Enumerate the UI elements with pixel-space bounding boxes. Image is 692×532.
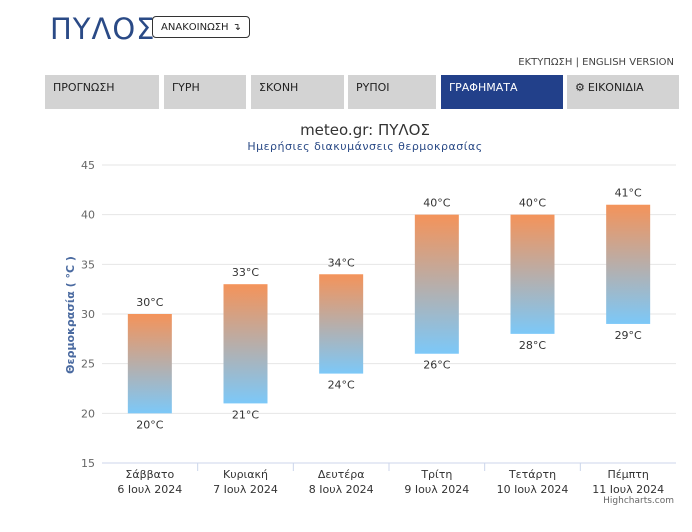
x-tick-label-day: Τρίτη [420, 468, 452, 481]
link-separator: | [575, 57, 579, 68]
high-temp-label: 40°C [519, 197, 546, 210]
high-temp-label: 33°C [232, 266, 259, 279]
temperature-range-bar [223, 284, 268, 404]
page-title: ΠΥΛΟΣ [50, 12, 156, 46]
tab-forecast[interactable]: ΠΡΟΓΝΩΣΗ [45, 75, 159, 109]
x-tick-label-day: Πέμπτη [607, 468, 648, 481]
tab-label: ΓΡΑΦΗΜΑΤΑ [449, 81, 518, 94]
y-tick-label: 45 [81, 159, 95, 172]
tab-label: ΣΚΟΝΗ [259, 81, 299, 94]
chart-subtitle: Ημερήσιες διακυμάνσεις θερμοκρασίας [247, 140, 482, 153]
tab-icons[interactable]: ⚙ ΕΙΚΟΝΙΔΙΑ [567, 75, 679, 109]
low-temp-label: 28°C [519, 339, 546, 352]
high-temp-label: 40°C [423, 197, 450, 210]
print-link[interactable]: ΕΚΤΥΠΩΣΗ [518, 57, 573, 68]
x-tick-label-date: 8 Ιουλ 2024 [309, 483, 374, 496]
temperature-range-bar [414, 214, 459, 354]
chart-credits[interactable]: Highcharts.com [603, 496, 674, 506]
x-tick-label-date: 10 Ιουλ 2024 [497, 483, 569, 496]
x-tick-label-day: Σάββατο [125, 468, 174, 481]
y-tick-label: 35 [81, 258, 95, 271]
x-tick-label-date: 9 Ιουλ 2024 [404, 483, 469, 496]
tab-pollen[interactable]: ΓΥΡΗ [164, 75, 246, 109]
tab-label: ΕΙΚΟΝΙΔΙΑ [587, 81, 644, 94]
top-links: ΕΚΤΥΠΩΣΗ | ENGLISH VERSION [518, 57, 674, 68]
x-tick-label-date: 6 Ιουλ 2024 [117, 483, 182, 496]
tab-pollutants[interactable]: ΡΥΠΟΙ [348, 75, 436, 109]
high-temp-label: 34°C [328, 256, 355, 269]
tab-label: ΓΥΡΗ [172, 81, 200, 94]
gear-icon: ⚙ [575, 81, 585, 94]
x-tick-label-date: 7 Ιουλ 2024 [213, 483, 278, 496]
down-right-arrow-icon: ↴ [232, 21, 241, 33]
y-tick-label: 20 [81, 407, 95, 420]
announcement-button[interactable]: ΑΝΑΚΟΙΝΩΣΗ ↴ [152, 16, 250, 38]
y-tick-label: 15 [81, 457, 95, 470]
low-temp-label: 29°C [615, 329, 642, 342]
low-temp-label: 24°C [328, 379, 355, 392]
y-axis-label: Θερμοκρασία ( °C ) [64, 256, 77, 374]
low-temp-label: 26°C [423, 359, 450, 372]
temperature-range-bar [127, 314, 172, 414]
low-temp-label: 20°C [136, 418, 163, 431]
y-tick-label: 40 [81, 209, 95, 222]
chart-title: meteo.gr: ΠΥΛΟΣ [300, 121, 430, 139]
announcement-label: ΑΝΑΚΟΙΝΩΣΗ [161, 21, 229, 33]
x-tick-label-day: Δευτέρα [318, 468, 365, 481]
english-version-link[interactable]: ENGLISH VERSION [582, 57, 674, 68]
tab-label: ΠΡΟΓΝΩΣΗ [53, 81, 115, 94]
y-tick-label: 30 [81, 308, 95, 321]
high-temp-label: 41°C [615, 187, 642, 200]
low-temp-label: 21°C [232, 408, 259, 421]
high-temp-label: 30°C [136, 296, 163, 309]
temperature-range-bar [606, 204, 651, 324]
x-tick-label-day: Τετάρτη [508, 468, 556, 481]
tab-dust[interactable]: ΣΚΟΝΗ [251, 75, 344, 109]
temperature-range-bar [319, 274, 364, 374]
x-tick-label-day: Κυριακή [223, 468, 268, 481]
x-tick-label-date: 11 Ιουλ 2024 [592, 483, 664, 496]
tab-charts[interactable]: ΓΡΑΦΗΜΑΤΑ [441, 75, 563, 109]
tab-label: ΡΥΠΟΙ [356, 81, 390, 94]
temperature-range-bar [510, 214, 555, 334]
y-tick-label: 25 [81, 358, 95, 371]
